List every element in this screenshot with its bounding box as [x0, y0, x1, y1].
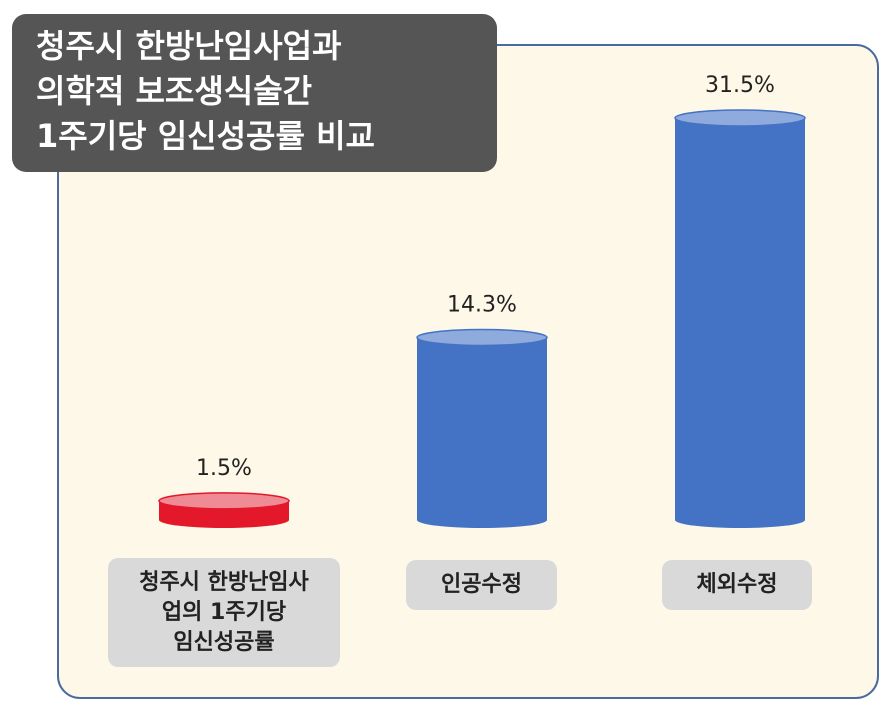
category-label: 체외수정: [662, 560, 812, 610]
chart-title: 청주시 한방난임사업과 의학적 보조생식술간 1주기당 임신성공률 비교: [12, 14, 497, 172]
bar-top: [158, 492, 290, 510]
value-label: 14.3%: [447, 293, 517, 318]
bar: [675, 118, 805, 520]
category-label: 청주시 한방난임사 업의 1주기당 임신성공률: [108, 558, 340, 667]
category-label: 인공수정: [406, 560, 557, 610]
bar: [417, 337, 547, 520]
value-label: 1.5%: [196, 456, 252, 481]
value-label: 31.5%: [705, 73, 775, 98]
bar-top: [674, 109, 806, 127]
bar-top: [416, 328, 548, 347]
